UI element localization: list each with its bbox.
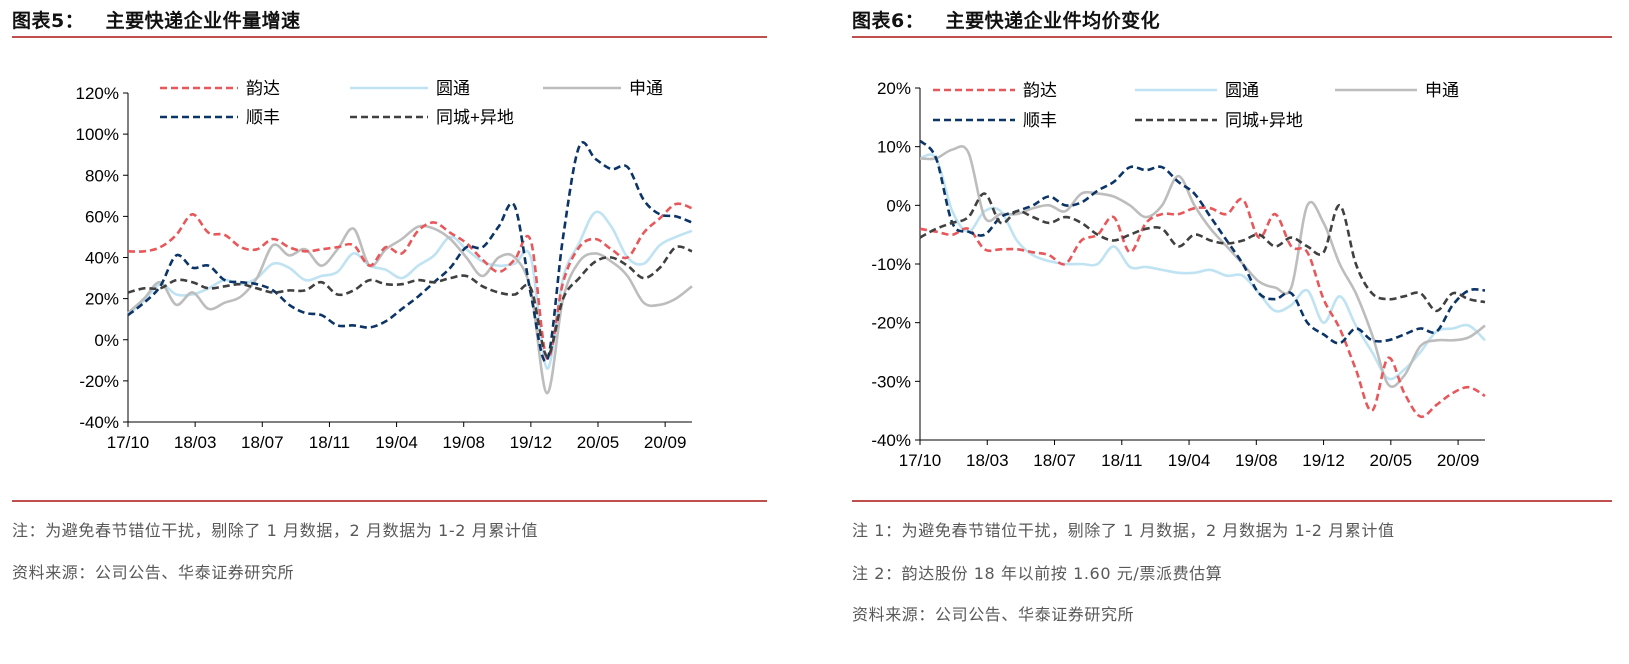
legend-label: 顺丰 <box>246 108 280 127</box>
y-tick-label: 100% <box>76 125 119 144</box>
avg-price-chart: 20% 10% 0% -10% -20% -30% -40%17/10 18/03 18/07 1… <box>871 79 1486 470</box>
legend-item-tongcheng: 同城+异地 <box>350 108 514 127</box>
figure-title: 图表5： 主要快递企业件量增速 <box>12 10 301 32</box>
series-line-tongcheng <box>127 245 693 358</box>
x-tick-label: 19/04 <box>1168 451 1211 470</box>
legend-label: 圆通 <box>436 79 470 98</box>
figure-title: 图表6： 主要快递企业件均价变化 <box>852 10 1161 32</box>
x-tick-label: 18/11 <box>1101 451 1142 470</box>
legend-item-sf: 顺丰 <box>933 111 1057 130</box>
panel-volume-growth: 图表5： 主要快递企业件量增速 120% 100% 80% 60% 40% 20% 0% -2… <box>0 0 800 664</box>
series-line-shentong <box>127 224 693 395</box>
source-note: 资料来源：公司公告、华泰证券研究所 <box>12 563 295 582</box>
y-tick-label: 20% <box>85 290 119 309</box>
legend-item-shentong: 申通 <box>543 79 663 98</box>
volume-growth-chart: 120% 100% 80% 60% 40% 20% 0% -20% -40%17/10 18/03… <box>76 79 693 452</box>
x-tick-label: 18/03 <box>966 451 1009 470</box>
y-tick-label: -20% <box>79 372 119 391</box>
x-tick-label: 19/08 <box>442 433 485 452</box>
y-tick-label: 80% <box>85 166 119 185</box>
legend-item-shentong: 申通 <box>1335 81 1459 100</box>
legend-label: 顺丰 <box>1023 111 1057 130</box>
legend-item-yunda: 韵达 <box>933 81 1057 100</box>
x-tick-label: 20/05 <box>1370 451 1413 470</box>
x-tick-label: 19/04 <box>375 433 418 452</box>
series-line-sf <box>919 139 1486 345</box>
y-tick-label: 120% <box>76 84 119 103</box>
series-line-shentong <box>919 145 1486 388</box>
y-tick-label: -20% <box>871 314 911 333</box>
x-tick-label: 20/05 <box>577 433 620 452</box>
legend-item-tongcheng: 同城+异地 <box>1135 111 1303 130</box>
y-tick-label: 60% <box>85 207 119 226</box>
series-line-yuantong <box>919 153 1486 381</box>
note-1: 注：为避免春节错位干扰，剔除了 1 月数据，2 月数据为 1-2 月累计值 <box>12 521 539 540</box>
source-note: 资料来源：公司公告、华泰证券研究所 <box>852 605 1135 624</box>
legend-item-yuantong: 圆通 <box>350 79 470 98</box>
series-line-yuantong <box>127 210 693 370</box>
y-tick-label: -40% <box>871 431 911 450</box>
footer-rule <box>852 500 1612 502</box>
legend-label: 同城+异地 <box>436 108 514 127</box>
y-tick-label: 10% <box>877 138 911 157</box>
note-2: 注 2：韵达股份 18 年以前按 1.60 元/票派费估算 <box>852 564 1223 583</box>
y-tick-label: 0% <box>94 331 119 350</box>
x-tick-label: 19/12 <box>510 433 553 452</box>
footer-rule <box>12 500 767 502</box>
legend-item-yunda: 韵达 <box>160 79 280 98</box>
x-tick-label: 19/12 <box>1302 451 1345 470</box>
series-line-yunda <box>919 197 1486 419</box>
legend-label: 韵达 <box>246 79 280 98</box>
x-tick-label: 17/10 <box>107 433 150 452</box>
legend-item-sf: 顺丰 <box>160 108 280 127</box>
y-tick-label: 20% <box>877 79 911 98</box>
series-line-tongcheng <box>919 192 1486 313</box>
x-tick-label: 18/07 <box>241 433 284 452</box>
legend-label: 圆通 <box>1225 81 1259 100</box>
y-tick-label: 0% <box>886 196 911 215</box>
x-tick-label: 17/10 <box>899 451 942 470</box>
y-tick-label: -30% <box>871 372 911 391</box>
legend-label: 同城+异地 <box>1225 111 1303 130</box>
legend-label: 申通 <box>629 79 663 98</box>
legend-label: 韵达 <box>1023 81 1057 100</box>
x-tick-label: 19/08 <box>1235 451 1278 470</box>
title-rule <box>852 36 1612 38</box>
y-tick-label: -40% <box>79 413 119 432</box>
title-rule <box>12 36 767 38</box>
panel-avg-price-change: 图表6： 主要快递企业件均价变化 20% 10% 0% -10% -20% -30% -40… <box>840 0 1629 664</box>
x-tick-label: 18/11 <box>309 433 350 452</box>
legend-label: 申通 <box>1425 81 1459 100</box>
y-tick-label: 40% <box>85 249 119 268</box>
y-tick-label: -10% <box>871 255 911 274</box>
series-line-sf <box>127 141 693 363</box>
note-1: 注 1：为避免春节错位干扰，剔除了 1 月数据，2 月数据为 1-2 月累计值 <box>852 521 1395 540</box>
x-tick-label: 18/07 <box>1033 451 1076 470</box>
series-line-yunda <box>127 202 693 360</box>
x-tick-label: 18/03 <box>174 433 217 452</box>
legend-item-yuantong: 圆通 <box>1135 81 1259 100</box>
x-tick-label: 20/09 <box>644 433 687 452</box>
x-tick-label: 20/09 <box>1437 451 1480 470</box>
